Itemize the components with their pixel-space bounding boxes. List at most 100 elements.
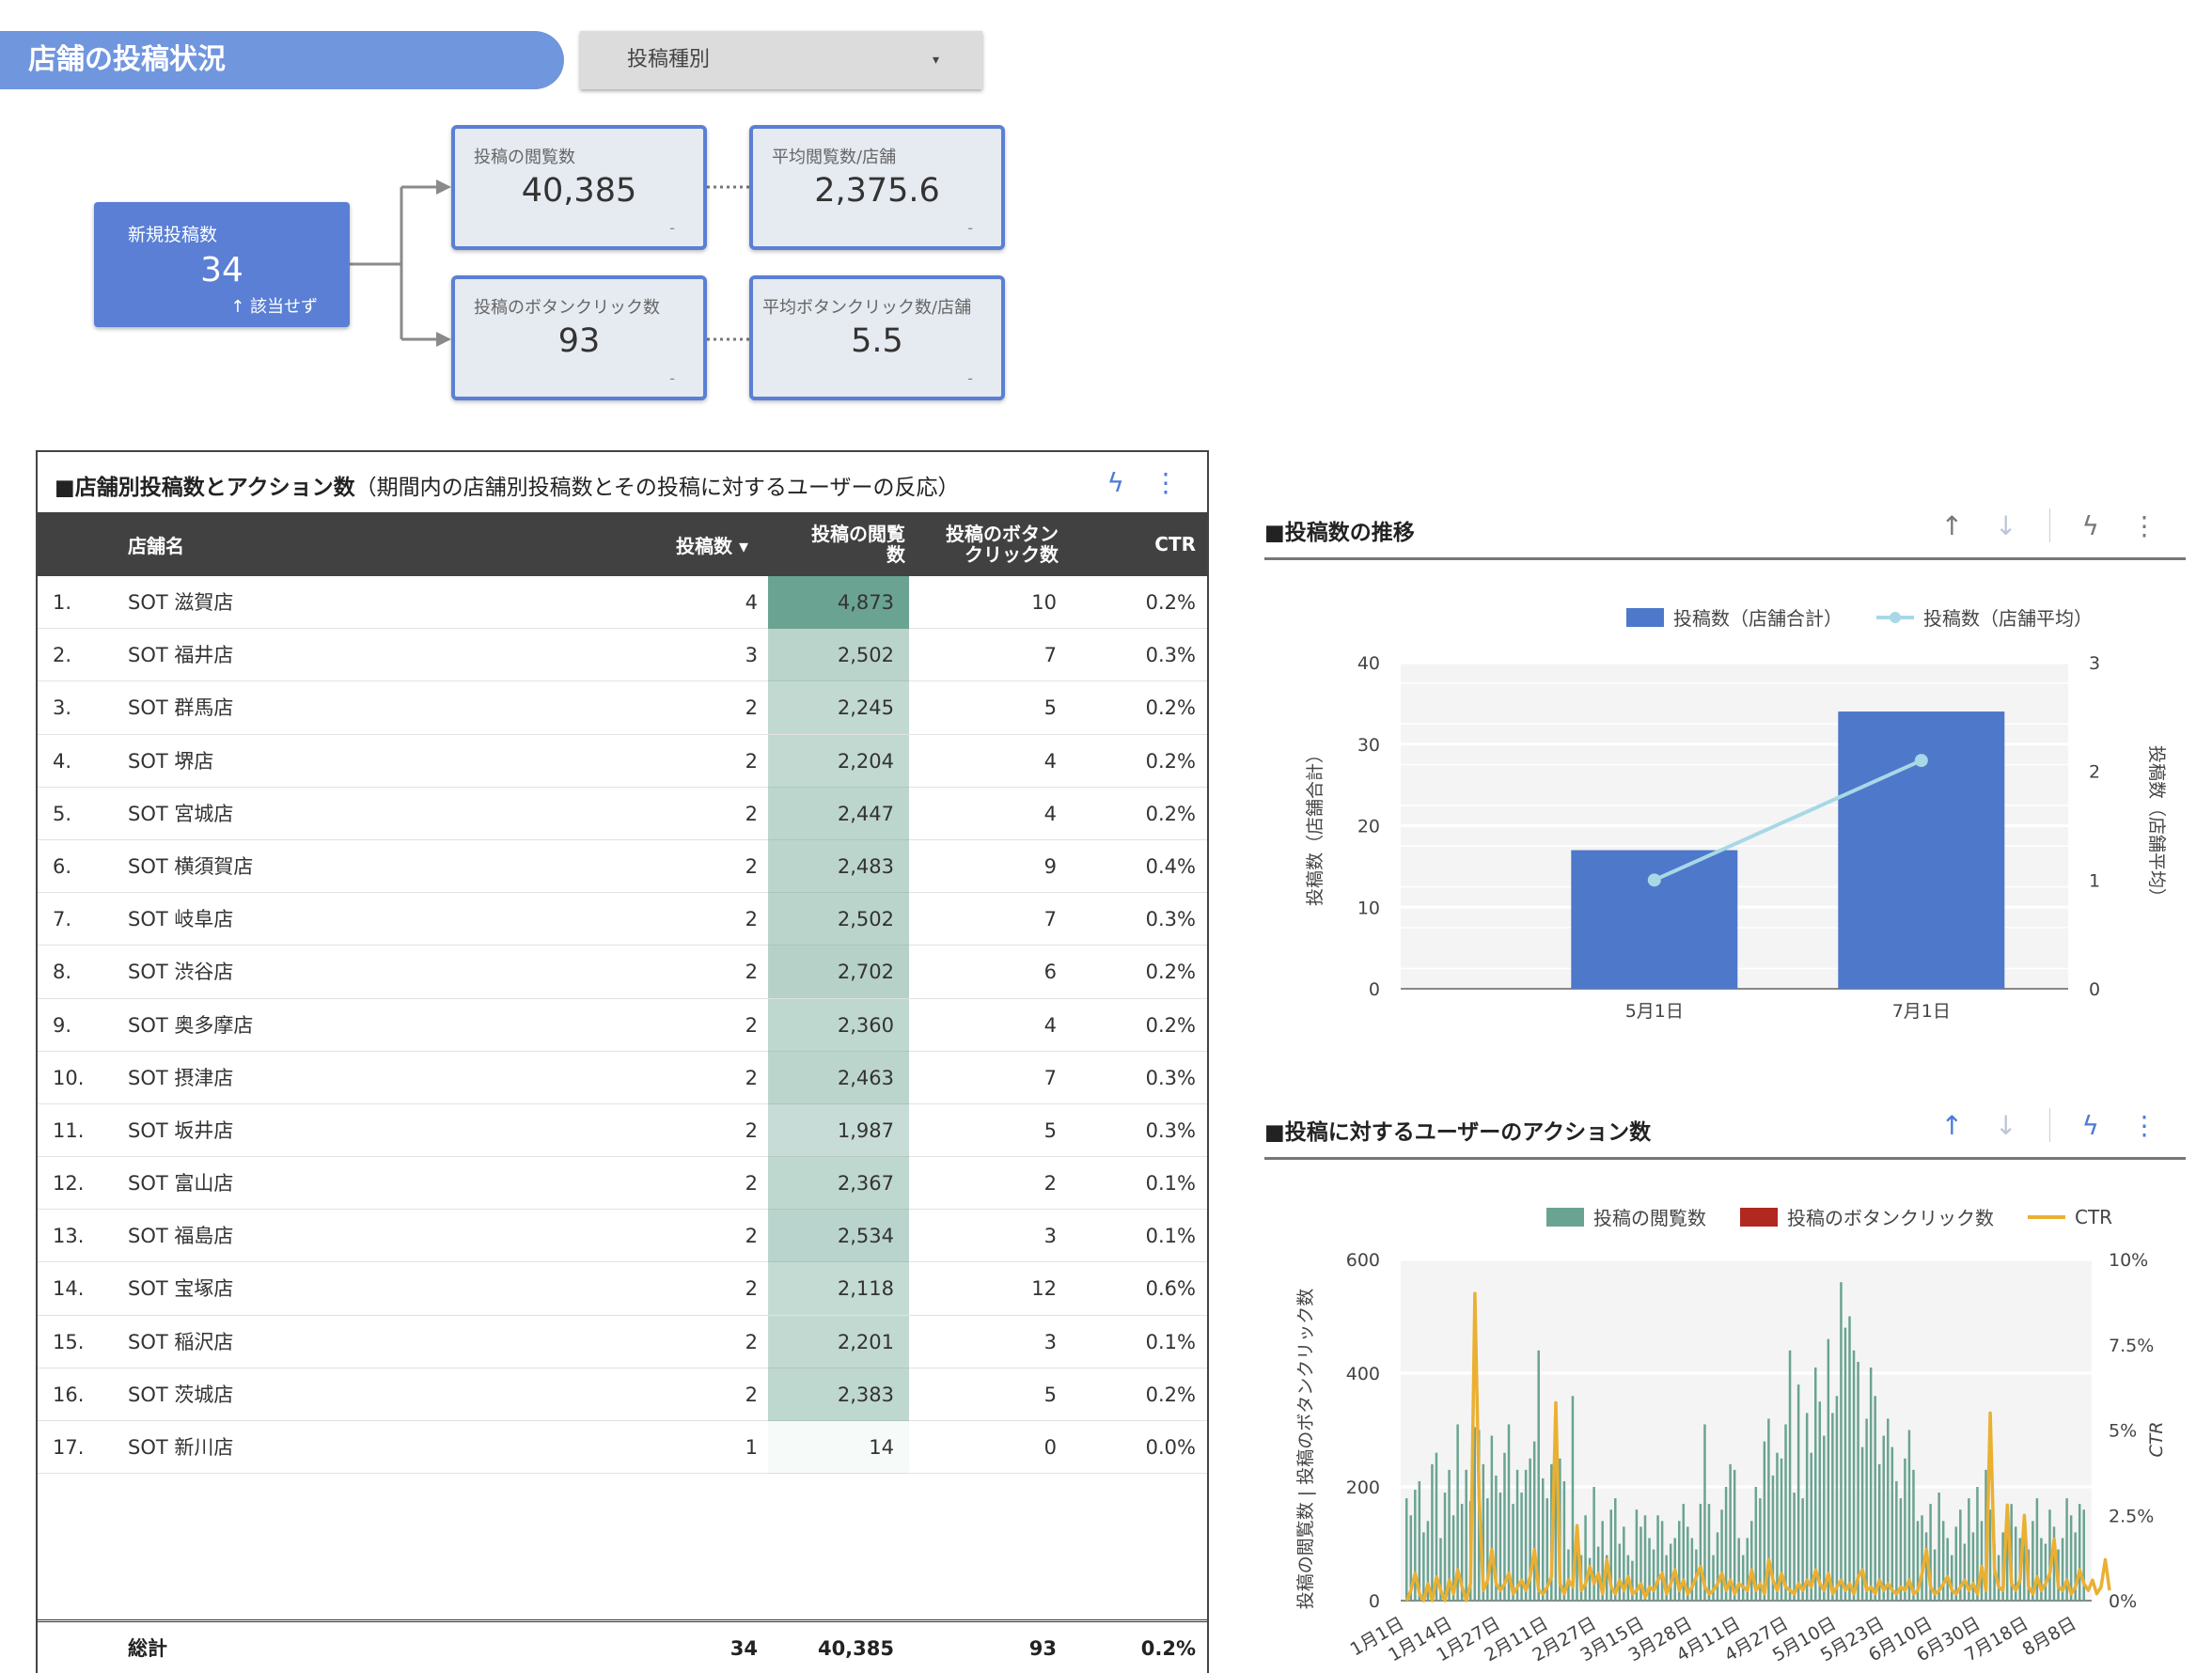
arrow-up-icon[interactable]: ↑ — [1940, 1109, 1964, 1141]
bar — [1776, 1452, 1779, 1601]
line-series — [1653, 758, 1922, 883]
table-row[interactable]: 13. SOT 福島店 2 2,534 3 0.1% — [38, 1210, 1207, 1263]
bar — [1840, 1282, 1843, 1601]
cell-views: 2,534 — [768, 1210, 909, 1263]
bar — [1750, 1521, 1753, 1601]
bolt-icon[interactable]: ϟ — [2081, 1109, 2099, 1141]
bar — [2023, 1515, 2026, 1601]
row-index: 10. — [53, 1066, 85, 1089]
cell-posts: 4 — [745, 591, 758, 614]
table-row[interactable]: 3. SOT 群馬店 2 2,245 5 0.2% — [38, 681, 1207, 735]
legend-item[interactable]: CTR — [2028, 1203, 2112, 1230]
bar — [1946, 1538, 1949, 1601]
arrow-up-icon[interactable]: ↑ — [1940, 509, 1964, 541]
table-row[interactable]: 6. SOT 横須賀店 2 2,483 9 0.4% — [38, 839, 1207, 894]
table-row[interactable]: 1. SOT 滋賀店 4 4,873 10 0.2% — [38, 576, 1207, 630]
post-type-dropdown[interactable]: 投稿種別 ▾ — [580, 31, 982, 89]
bar — [1686, 1526, 1689, 1601]
cell-clicks: 7 — [1043, 644, 1057, 667]
bar — [2065, 1498, 2068, 1601]
table-row[interactable]: 17. SOT 新川店 1 14 0 0.0% — [38, 1421, 1207, 1475]
table-row[interactable]: 10. SOT 摂津店 2 2,463 7 0.3% — [38, 1051, 1207, 1104]
column-header-ctr[interactable]: CTR — [1154, 533, 1196, 555]
table-row[interactable]: 11. SOT 坂井店 2 1,987 5 0.3% — [38, 1103, 1207, 1158]
column-header-views[interactable]: 投稿の閲覧 数 — [764, 512, 905, 576]
bar — [1793, 1493, 1796, 1601]
footer-clicks: 93 — [1028, 1637, 1057, 1660]
cell-posts: 2 — [745, 1225, 758, 1248]
table-title-sub: （期間内の店舗別投稿数とその投稿に対するユーザーの反応） — [354, 476, 960, 500]
cell-clicks: 10 — [1031, 591, 1057, 614]
bar — [2074, 1532, 2077, 1601]
bar — [1767, 1418, 1770, 1601]
bar — [1729, 1463, 1732, 1601]
column-header-store[interactable]: 店舗名 — [128, 534, 184, 557]
user-actions-chart: 02004006000%2.5%5%7.5%10%1月1日1月14日1月27日2… — [1295, 1250, 2167, 1665]
cell-clicks: 9 — [1043, 854, 1057, 878]
bar — [1418, 1480, 1421, 1601]
cell-store-name: SOT 福島店 — [128, 1225, 234, 1248]
table-row[interactable]: 4. SOT 堺店 2 2,204 4 0.2% — [38, 734, 1207, 788]
bar — [1567, 1549, 1570, 1601]
y-tick-label-left: 0 — [1369, 1591, 1380, 1612]
more-vert-icon[interactable]: ⋮ — [2131, 509, 2157, 541]
bar — [1507, 1424, 1511, 1601]
legend-item[interactable]: 投稿数（店舗平均） — [1876, 603, 2093, 631]
dropdown-label: 投稿種別 — [627, 48, 711, 71]
bar — [1473, 1427, 1476, 1601]
table-row[interactable]: 9. SOT 奥多摩店 2 2,360 4 0.2% — [38, 998, 1207, 1052]
bar — [1699, 1504, 1702, 1601]
table-row[interactable]: 15. SOT 稲沢店 2 2,201 3 0.1% — [38, 1315, 1207, 1368]
cell-ctr: 0.3% — [1145, 908, 1196, 931]
y-tick-label-left: 30 — [1357, 735, 1380, 756]
legend-item[interactable]: 投稿の閲覧数 — [1546, 1203, 1706, 1230]
table-row[interactable]: 7. SOT 岐阜店 2 2,502 7 0.3% — [38, 893, 1207, 946]
arrow-down-icon[interactable]: ↓ — [1995, 509, 2017, 541]
bolt-icon[interactable]: ϟ — [2081, 509, 2099, 541]
cell-store-name: SOT 滋賀店 — [128, 591, 234, 614]
table-title: ■店舗別投稿数とアクション数（期間内の店舗別投稿数とその投稿に対するユーザーの反… — [55, 469, 959, 501]
cell-store-name: SOT 宝塚店 — [128, 1277, 234, 1301]
table-row[interactable]: 16. SOT 茨城店 2 2,383 5 0.2% — [38, 1368, 1207, 1421]
table-row[interactable]: 14. SOT 宝塚店 2 2,118 12 0.6% — [38, 1262, 1207, 1316]
cell-posts: 2 — [745, 1066, 758, 1089]
y-tick-label-left: 20 — [1357, 817, 1380, 837]
bar — [1869, 1367, 1873, 1601]
bar — [1405, 1498, 1408, 1601]
column-header-clicks[interactable]: 投稿のボタン クリック数 — [918, 512, 1059, 576]
row-index: 8. — [53, 961, 72, 984]
legend-item[interactable]: 投稿数（店舗合計） — [1626, 603, 1843, 631]
bar — [1877, 1463, 1881, 1601]
cell-posts: 2 — [745, 749, 758, 773]
table-row[interactable]: 12. SOT 富山店 2 2,367 2 0.1% — [38, 1157, 1207, 1211]
more-vert-icon[interactable]: ⋮ — [2131, 1109, 2157, 1141]
bar — [1921, 1515, 1923, 1601]
bar — [1639, 1526, 1642, 1601]
table-row[interactable]: 2. SOT 福井店 3 2,502 7 0.3% — [38, 629, 1207, 682]
cell-store-name: SOT 岐阜店 — [128, 908, 234, 931]
cell-posts: 2 — [745, 854, 758, 878]
bar — [1707, 1504, 1711, 1601]
arrow-down-icon[interactable]: ↓ — [1995, 1109, 2017, 1141]
cell-views: 2,447 — [768, 787, 909, 840]
bar — [1618, 1543, 1622, 1601]
posts-trend-chart-panel: ■投稿数の推移 ↑ ↓ ϟ ⋮ 投稿数（店舗合計） 投稿数（店舗平均） 0 10 2… — [1264, 508, 2195, 1040]
row-index: 15. — [53, 1330, 85, 1353]
bar — [2032, 1521, 2034, 1601]
bar — [2014, 1526, 2017, 1601]
legend-item[interactable]: 投稿のボタンクリック数 — [1740, 1203, 1994, 1230]
column-header-posts[interactable]: 投稿数 ▾ — [675, 534, 748, 557]
bar — [1831, 1413, 1834, 1601]
bar — [1703, 1424, 1706, 1601]
more-vert-icon[interactable]: ⋮ — [1153, 467, 1179, 498]
bar — [1941, 1521, 1945, 1601]
cell-posts: 2 — [745, 696, 758, 720]
x-tick-label: 8月8日 — [2019, 1613, 2080, 1660]
table-row[interactable]: 8. SOT 渋谷店 2 2,702 6 0.2% — [38, 946, 1207, 999]
bolt-icon[interactable]: ϟ — [1106, 467, 1124, 498]
bar — [1780, 1458, 1783, 1601]
y-tick-label-right: 10% — [2109, 1250, 2148, 1271]
cell-views: 2,204 — [768, 734, 909, 788]
table-row[interactable]: 5. SOT 宮城店 2 2,447 4 0.2% — [38, 787, 1207, 840]
bar — [1823, 1435, 1826, 1601]
